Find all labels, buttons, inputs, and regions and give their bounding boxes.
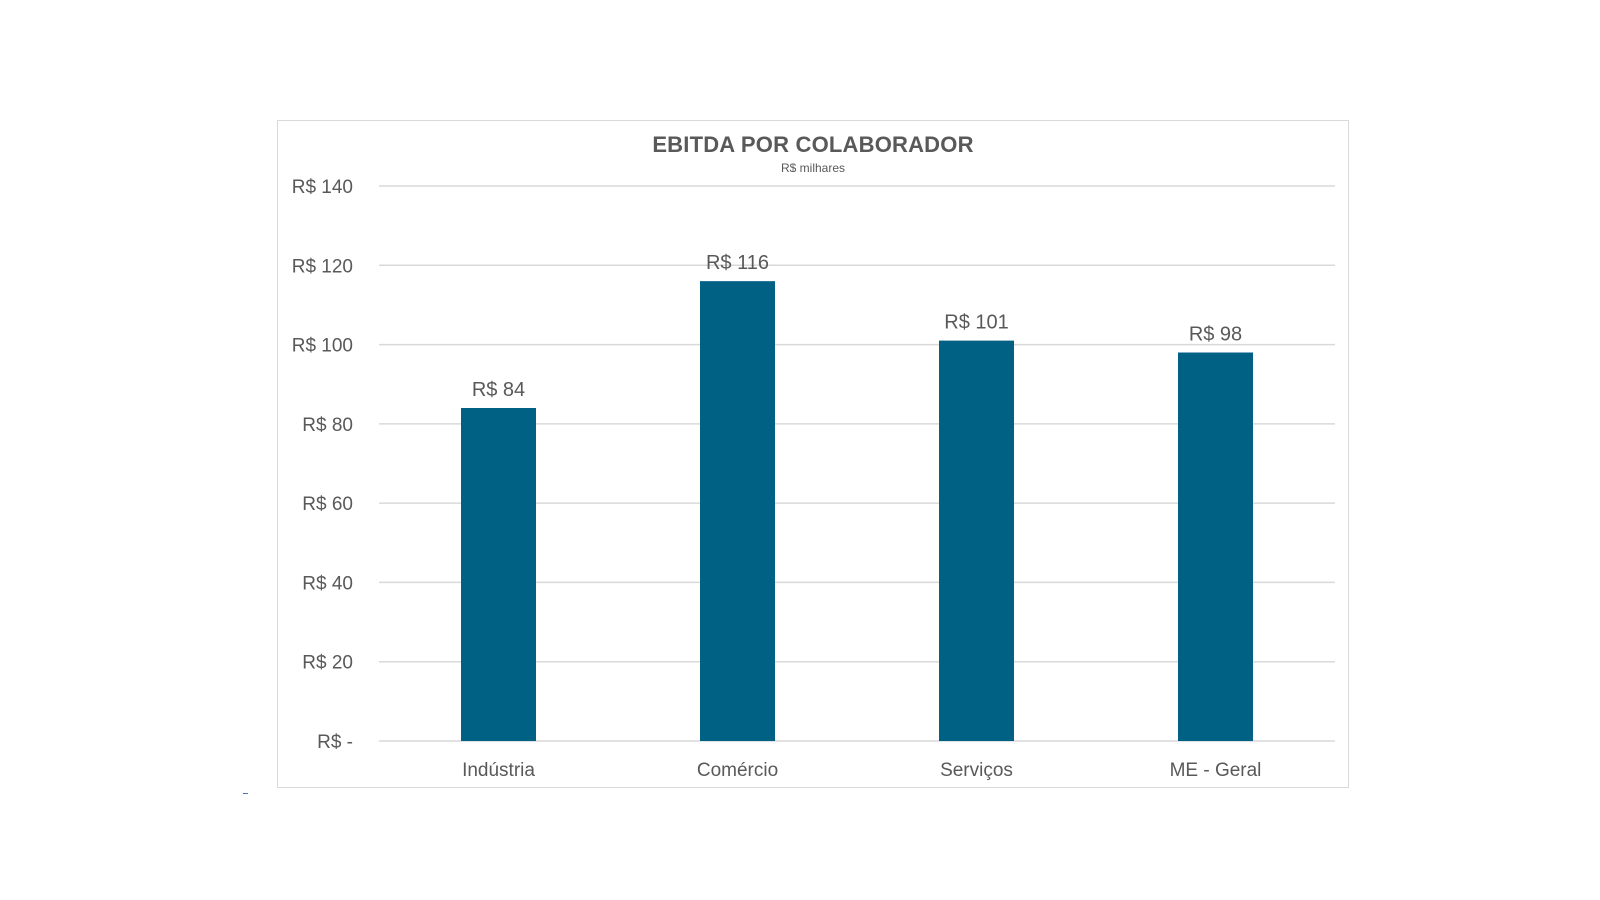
chart-frame: EBITDA POR COLABORADOR R$ milhares R$ -R… (277, 120, 1349, 788)
bar (939, 340, 1014, 741)
y-tick-label: R$ 20 (302, 653, 353, 674)
y-tick-label: R$ 140 (292, 177, 353, 198)
data-label: R$ 98 (1189, 324, 1242, 346)
y-tick-label: R$ 80 (302, 415, 353, 436)
y-tick-label: R$ - (317, 732, 353, 753)
bar (461, 408, 536, 741)
bar (1178, 352, 1253, 741)
y-tick-label: R$ 100 (292, 336, 353, 357)
x-tick-label: ME - Geral (1170, 760, 1262, 781)
data-label: R$ 84 (472, 379, 525, 401)
bar (700, 281, 775, 741)
chart-title: EBITDA POR COLABORADOR (652, 132, 974, 157)
chart-plot: R$ - R$ 20 R$ 40 R$ 60 R$ 80 R$ 100 R$ 120 R$ 1… (292, 177, 1335, 781)
x-tick-label: Indústria (462, 760, 535, 781)
y-tick-label: R$ 60 (302, 494, 353, 515)
data-label: R$ 116 (706, 252, 769, 274)
stray-mark (243, 793, 248, 794)
x-tick-label: Serviços (940, 760, 1013, 781)
x-tick-label: Comércio (697, 760, 778, 781)
data-label: R$ 101 (944, 312, 1009, 334)
y-tick-label: R$ 40 (302, 573, 353, 594)
y-tick-label: R$ 120 (292, 256, 353, 277)
chart-subtitle: R$ milhares (780, 161, 846, 172)
